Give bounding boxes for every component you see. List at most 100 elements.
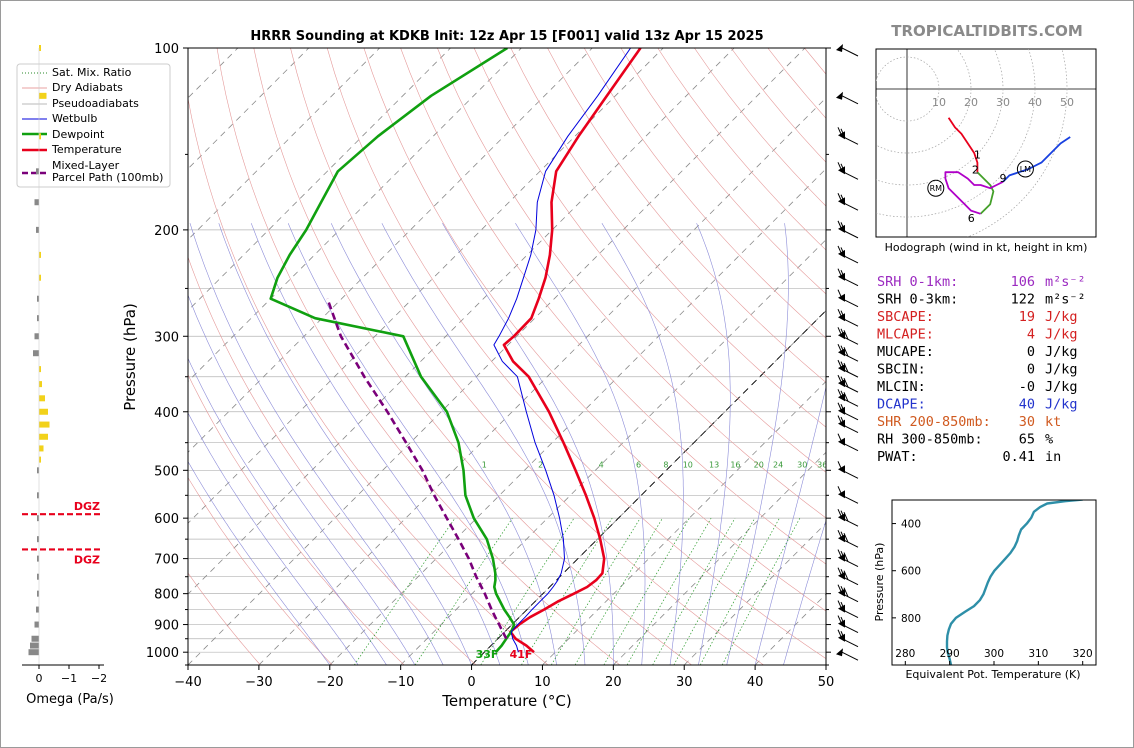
index-unit: m²s⁻²: [1045, 274, 1086, 290]
barb-flag: [838, 571, 845, 580]
mixing-ratio-line: [414, 518, 513, 665]
omega-bar: [33, 350, 39, 357]
skewt-background-lines: 1 2 4 6 8 10 13 16 20 24 30 36: [188, 48, 826, 665]
hodo-marker-circle: [1016, 160, 1034, 178]
legend-parcel-line: Mixed-Layer: [52, 159, 120, 172]
omega-bar: [31, 635, 39, 642]
barb-flag: [838, 293, 845, 302]
mixing-ratio-label: 20: [754, 460, 764, 469]
skewt-axes: [187, 47, 827, 666]
barb-flag: [838, 534, 845, 543]
pseudoadiabat: [783, 519, 826, 665]
pseudoadiabat: [189, 223, 444, 665]
index-value: 106: [1011, 274, 1035, 290]
hodo-segment: [944, 171, 1004, 215]
hodo-segment: [1002, 136, 1071, 183]
y-tick-label: 800: [154, 588, 179, 603]
index-label: MUCAPE:: [877, 344, 934, 360]
pseudoadiabat: [754, 385, 826, 665]
hodo-ring-label: 30: [996, 96, 1010, 109]
hodo-ring-label: 10: [932, 96, 946, 109]
index-label: DCAPE:: [877, 397, 926, 413]
x-tick-label: −30: [245, 675, 272, 690]
mixing-ratio-label: 24: [773, 460, 783, 469]
dry-adiabat: [188, 476, 333, 665]
dry-adiabat: [510, 48, 826, 428]
omega-bar: [28, 649, 39, 656]
mixing-ratio-line: [721, 518, 801, 665]
pseudoadiabat: [188, 357, 387, 665]
x-tick-label: 0: [467, 675, 475, 690]
barb-flag: [838, 224, 845, 233]
index-value: 65: [1019, 432, 1035, 448]
pseudoadiabat: [330, 223, 557, 665]
omega-bar: [36, 606, 39, 613]
barb-flag: [838, 272, 845, 281]
mixing-ratio-label: 13: [709, 460, 719, 469]
omega-bar: [39, 366, 41, 373]
skewt-legend: Sat. Mix. Ratio Dry Adiabats Pseudoadiab…: [16, 63, 171, 188]
legend-dewpoint: Dewpoint: [52, 128, 105, 141]
mixing-ratio-label: 30: [797, 460, 807, 469]
mixing-ratio-line: [574, 518, 663, 665]
profile-wetbulb: [493, 48, 632, 653]
hodo-marker-label: LM: [1020, 165, 1031, 174]
pseudoadiabat: [188, 294, 416, 665]
isotherm: [400, 239, 826, 665]
index-label: SHR 200-850mb:: [877, 414, 991, 430]
barb-flag: [838, 313, 845, 322]
omega-tick-label: −1: [61, 672, 77, 685]
x-tick-label: 50: [818, 675, 835, 690]
theta-e-ylabel: Pressure (hPa): [873, 543, 886, 622]
legend-parcel-line: Parcel Path (100mb): [52, 171, 163, 184]
index-label: SBCAPE:: [877, 309, 934, 325]
omega-bar: [34, 333, 39, 340]
barb-flag: [838, 379, 845, 388]
index-unit: J/kg: [1045, 327, 1078, 343]
index-label: PWAT:: [877, 449, 918, 465]
x-tick-label: −40: [174, 675, 201, 690]
omega-bar: [37, 555, 39, 562]
index-unit: in: [1045, 449, 1061, 465]
legend-sat-mix-ratio: Sat. Mix. Ratio: [52, 66, 132, 79]
isotherm: [613, 451, 826, 665]
barb-flag: [838, 331, 845, 340]
hodo-height-label: 2: [972, 163, 979, 176]
x-tick-label: −10: [387, 675, 414, 690]
dry-adiabat: [473, 48, 826, 473]
omega-bar: [39, 408, 48, 415]
dry-adiabat: [253, 48, 692, 665]
index-label: RH 300-850mb:: [877, 432, 983, 448]
index-value: 122: [1011, 292, 1035, 308]
omega-bar: [39, 445, 44, 452]
isotherm: [188, 48, 522, 383]
y-tick-label: 900: [154, 619, 179, 634]
pseudoadiabat: [601, 223, 684, 665]
index-unit: kt: [1045, 414, 1061, 430]
barb-flag: [836, 91, 843, 100]
site-watermark: TROPICALTIDBITS.COM: [891, 22, 1083, 40]
omega-bar: [37, 492, 39, 499]
legend-wetbulb: Wetbulb: [52, 112, 97, 125]
pseudoadiabat: [442, 223, 614, 665]
omega-bar: [39, 395, 45, 402]
barb-flag: [838, 490, 845, 499]
dry-adiabat: [363, 48, 826, 612]
dry-adiabat: [583, 48, 826, 339]
profile-mixed-layer: [326, 298, 508, 640]
y-tick-label: 100: [154, 42, 179, 57]
theta-e-axes: [891, 499, 1097, 666]
mixing-ratio-label: 10: [683, 460, 693, 469]
barb-flag: [838, 197, 845, 206]
barb-flag: [838, 249, 845, 258]
hodo-ring: [876, 56, 940, 122]
legend-pseudoadiabats: Pseudoadiabats: [52, 97, 139, 110]
hodo-ring: [876, 49, 1004, 186]
index-unit: J/kg: [1045, 379, 1078, 395]
dry-adiabat: [290, 48, 764, 665]
barb-flag: [838, 166, 845, 175]
isotherm: [188, 48, 593, 453]
theta-e-ticks: 280 290 300 310 320 400 600 800: [892, 519, 1093, 665]
hodo-height-label: 9: [1000, 172, 1007, 185]
mixing-ratio-label: 6: [636, 460, 641, 469]
